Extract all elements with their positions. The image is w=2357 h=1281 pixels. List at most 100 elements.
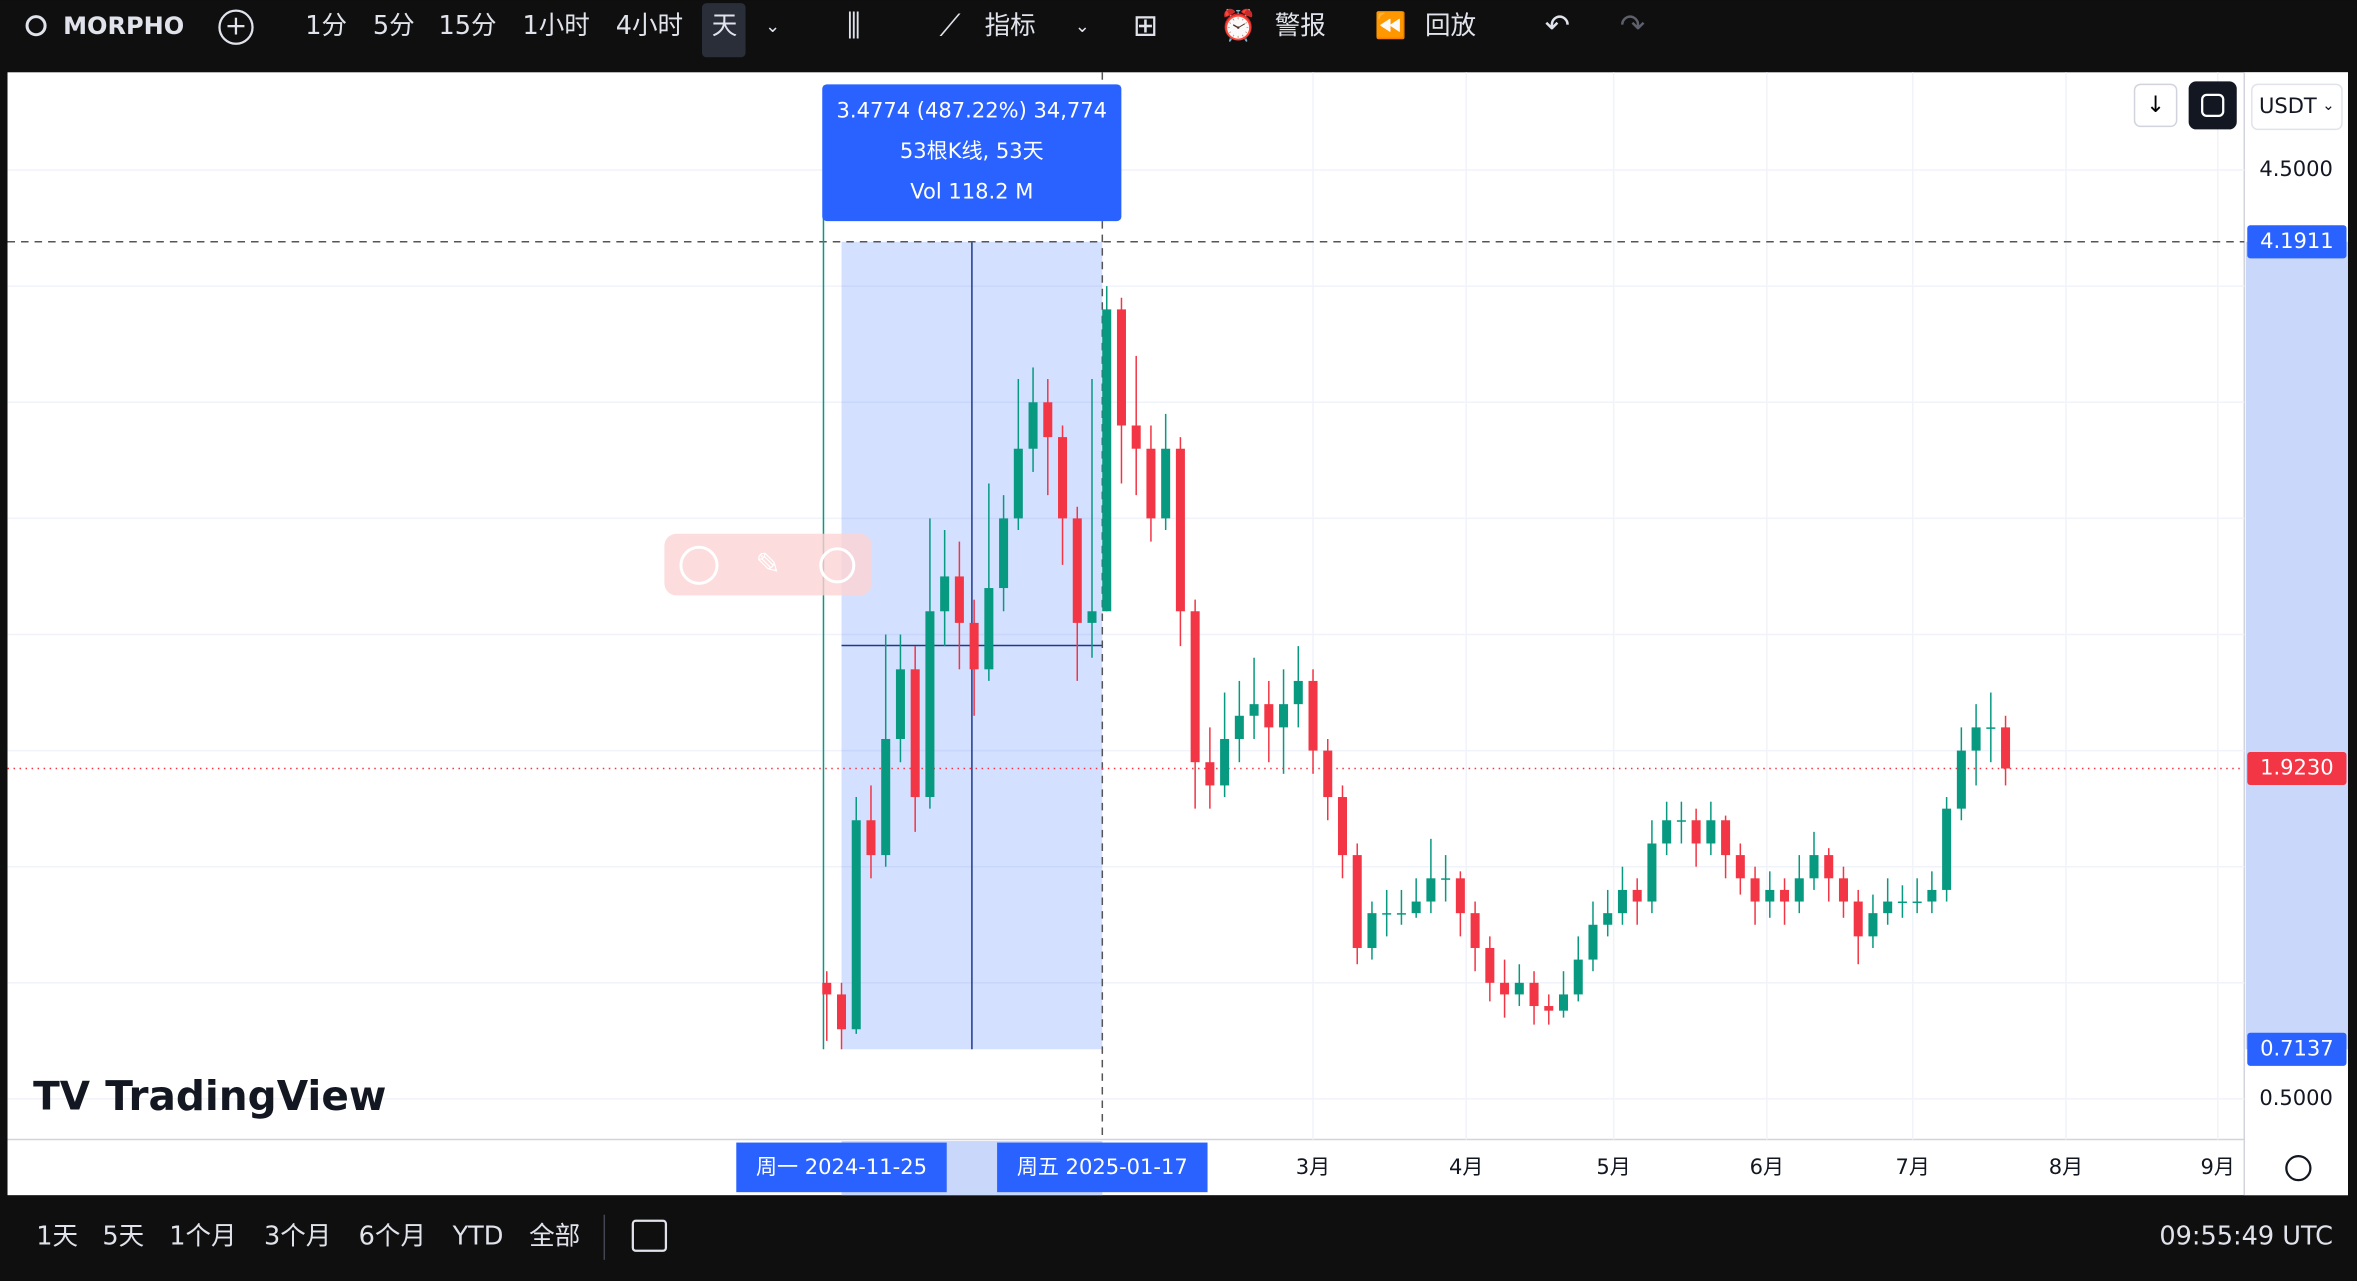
tooltip-text: 3.4774 (487.22%) 34,774 bbox=[837, 97, 1108, 122]
candle-body bbox=[1249, 704, 1259, 716]
candle-body bbox=[1411, 901, 1421, 914]
candle-body bbox=[1308, 680, 1318, 751]
logo-mark: 𝗧𝗩 bbox=[33, 1074, 91, 1119]
candle-body bbox=[1441, 878, 1451, 880]
undo[interactable]: ↶ bbox=[1545, 9, 1570, 44]
candle-body bbox=[1234, 715, 1244, 739]
candle-body bbox=[1617, 889, 1627, 914]
candle-body bbox=[1780, 889, 1790, 902]
x-tick-label: 4月 bbox=[1449, 1154, 1483, 1179]
range-button[interactable]: 6个月 bbox=[359, 1221, 426, 1251]
candle-body bbox=[1131, 425, 1141, 449]
candle-body bbox=[1382, 913, 1392, 915]
candle-body bbox=[881, 738, 891, 856]
interval[interactable]: 天 bbox=[712, 11, 738, 41]
candle-body bbox=[1175, 448, 1185, 612]
range-button[interactable]: 5天 bbox=[102, 1221, 144, 1251]
indicators-icon[interactable]: ⟋ bbox=[939, 9, 960, 44]
search-icon[interactable] bbox=[25, 15, 47, 37]
candle-body bbox=[910, 669, 920, 798]
interval[interactable]: 1分 bbox=[305, 11, 347, 41]
candle-body bbox=[1220, 738, 1230, 786]
symbol[interactable]: MORPHO bbox=[63, 12, 184, 40]
candle-body bbox=[1058, 437, 1068, 519]
candle-body bbox=[1588, 924, 1598, 960]
currency-button[interactable] bbox=[2251, 83, 2343, 131]
candle-body bbox=[1013, 448, 1023, 519]
price-tag-label: 0.7137 bbox=[2260, 1035, 2334, 1060]
price-tag bbox=[2247, 1032, 2347, 1066]
goto-date[interactable] bbox=[631, 1219, 668, 1252]
x-tick-label: 3月 bbox=[1296, 1154, 1330, 1179]
candle-body bbox=[1087, 611, 1097, 623]
candle-body bbox=[1146, 448, 1156, 519]
candle-body bbox=[1927, 889, 1937, 902]
candle-body bbox=[1293, 680, 1303, 705]
candle-body bbox=[1367, 913, 1377, 948]
add-symbol[interactable] bbox=[218, 9, 254, 45]
indicators[interactable]: 指标 bbox=[985, 11, 1036, 41]
ai-toolbar[interactable] bbox=[664, 533, 872, 596]
clock: 09:55:49 UTC bbox=[2159, 1221, 2333, 1251]
candle-body bbox=[2001, 727, 2011, 769]
candle-body bbox=[1043, 402, 1053, 438]
candle-body bbox=[1352, 855, 1362, 948]
candle-body bbox=[1485, 947, 1495, 983]
more-intervals[interactable]: ⌄ bbox=[765, 16, 780, 37]
interval[interactable]: 5分 bbox=[373, 11, 415, 41]
price-tag bbox=[2247, 225, 2347, 259]
interval[interactable]: 1小时 bbox=[523, 11, 590, 41]
y-tick-label: 0.5000 bbox=[2259, 1085, 2333, 1110]
x-tick-label: 9月 bbox=[2201, 1154, 2235, 1179]
interval[interactable]: 4小时 bbox=[616, 11, 683, 41]
reset-button[interactable] bbox=[2188, 81, 2237, 130]
candle-body bbox=[1765, 889, 1775, 902]
magic-icon[interactable]: ✎ bbox=[756, 547, 781, 582]
candle-body bbox=[1662, 820, 1672, 844]
candle-body bbox=[866, 820, 876, 856]
x-tick-label: 7月 bbox=[1896, 1154, 1930, 1179]
toolbar: MORPHO + 1分 5分 15分 1小时 4小时天 ⌄ ⫼ ⟋ 指标 ⌄ ⊞ ⏰ 警… bbox=[25, 3, 1645, 58]
candle-body bbox=[1897, 901, 1907, 904]
more[interactable]: ⌄ bbox=[1075, 16, 1090, 37]
candle-body bbox=[1986, 727, 1996, 729]
candle-body bbox=[1750, 878, 1760, 902]
add-icon: + bbox=[225, 11, 248, 42]
candle-body bbox=[1721, 820, 1731, 856]
ai-icon[interactable] bbox=[679, 545, 719, 585]
candle-body bbox=[1161, 448, 1171, 519]
price-highlight bbox=[2245, 241, 2348, 1050]
candle-body bbox=[984, 588, 994, 670]
candle-body bbox=[1514, 982, 1524, 995]
range-button[interactable]: YTD bbox=[452, 1221, 504, 1251]
replay-icon[interactable]: ⏪ bbox=[1375, 10, 1407, 41]
candle-body bbox=[1426, 878, 1436, 902]
interval[interactable]: 15分 bbox=[438, 11, 496, 41]
candle-body bbox=[1956, 750, 1966, 809]
tooltip bbox=[822, 84, 1122, 222]
zoom-icon[interactable] bbox=[819, 547, 856, 584]
layout[interactable]: ⊞ bbox=[1133, 9, 1158, 44]
range-button[interactable]: 3个月 bbox=[264, 1221, 331, 1251]
redo[interactable]: ↷ bbox=[1620, 9, 1645, 44]
alert-icon[interactable]: ⏰ bbox=[1220, 7, 1257, 44]
range-button[interactable]: 全部 bbox=[529, 1221, 580, 1251]
date-tag bbox=[736, 1142, 947, 1193]
scroll-button[interactable] bbox=[2133, 83, 2178, 128]
candle-body bbox=[1853, 901, 1863, 937]
settings[interactable] bbox=[2285, 1154, 2312, 1182]
candle-body bbox=[1942, 808, 1952, 890]
candle-body bbox=[925, 611, 935, 798]
candle-body bbox=[1323, 750, 1333, 798]
candle-body bbox=[1190, 611, 1200, 763]
candle-body bbox=[895, 669, 905, 739]
range-button[interactable]: 1天 bbox=[36, 1221, 78, 1251]
range-button[interactable]: 1个月 bbox=[169, 1221, 236, 1251]
chart-type[interactable]: ⫼ bbox=[847, 9, 861, 44]
x-tick-label: 8月 bbox=[2049, 1154, 2083, 1179]
replay[interactable]: 回放 bbox=[1425, 11, 1476, 41]
alert[interactable]: 警报 bbox=[1275, 11, 1326, 41]
candle-body bbox=[851, 820, 861, 1030]
